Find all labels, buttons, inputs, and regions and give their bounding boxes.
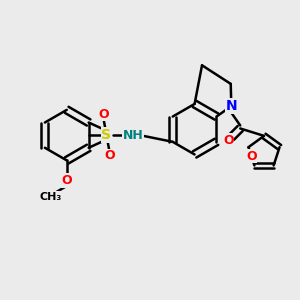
Text: O: O: [98, 108, 109, 121]
Text: O: O: [61, 174, 72, 187]
Text: N: N: [226, 99, 237, 113]
Text: O: O: [246, 150, 257, 163]
Text: S: S: [101, 128, 112, 142]
Text: NH: NH: [123, 129, 144, 142]
Text: CH₃: CH₃: [39, 192, 62, 202]
Text: O: O: [104, 149, 115, 162]
Text: O: O: [223, 134, 234, 147]
